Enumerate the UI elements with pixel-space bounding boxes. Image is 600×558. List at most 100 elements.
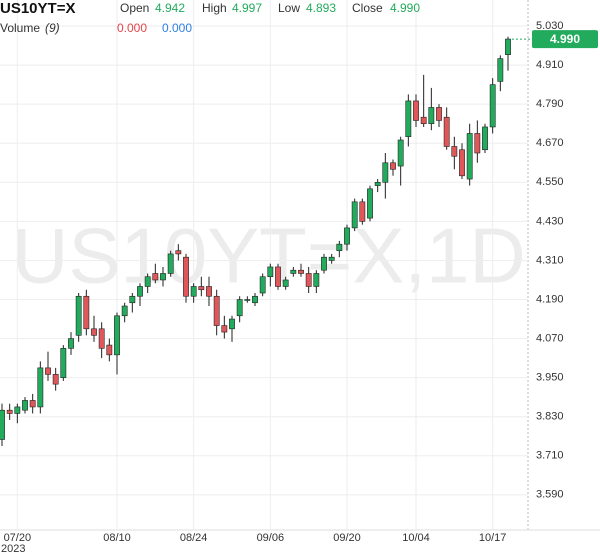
candle-body: [275, 266, 281, 287]
x-tick-label: 08/10: [103, 532, 131, 544]
candle-body: [321, 256, 327, 271]
candle-body: [313, 273, 320, 287]
candle-body: [0, 409, 5, 440]
x-tick-label: 10/17: [479, 532, 507, 544]
chart-title: US10YT=X: [0, 0, 75, 17]
candle-body: [428, 107, 435, 125]
candle-body: [267, 266, 274, 278]
candle-body: [466, 133, 473, 180]
candle-body: [290, 269, 297, 274]
x-tick-label: 10/04: [402, 532, 430, 544]
candle-body: [14, 406, 21, 414]
y-tick-label: 4.070: [536, 332, 564, 344]
last-price-tag: [532, 30, 598, 49]
year-label: 2023: [1, 543, 25, 555]
candle-body: [183, 256, 189, 297]
candle-body: [244, 299, 251, 301]
candle-body: [167, 253, 174, 274]
stat-label: High: [202, 1, 227, 15]
volume-period: (9): [45, 21, 60, 35]
candle-body: [6, 409, 13, 414]
stat-value: 4.997: [232, 1, 262, 15]
candle-body: [152, 273, 159, 281]
candle-body: [397, 139, 404, 167]
stat-label: Low: [278, 1, 300, 15]
candle-body: [213, 295, 220, 326]
candle-body: [91, 328, 97, 336]
stat-label: Open: [120, 1, 149, 15]
candle-body: [45, 367, 51, 375]
y-tick-label: 4.550: [536, 176, 564, 188]
candle-body: [259, 276, 266, 294]
candle-body: [37, 367, 44, 408]
candle-body: [328, 256, 335, 261]
candle-body: [451, 146, 458, 157]
candle-body: [175, 250, 182, 255]
candle-body: [367, 188, 373, 219]
candle-body: [52, 374, 59, 385]
candle-body: [505, 38, 511, 55]
candle-body: [106, 344, 113, 356]
candle-body: [443, 116, 450, 147]
candle-body: [482, 126, 488, 151]
stat-value: 4.893: [306, 1, 336, 15]
y-tick-label: 4.310: [536, 254, 564, 266]
candle-body: [98, 328, 105, 349]
last-price-label: 4.990: [550, 32, 580, 46]
candle-body: [497, 58, 504, 82]
candle-body: [221, 325, 228, 333]
stat-value: 4.990: [390, 1, 420, 15]
watermark: US10YT=X,1D: [12, 212, 526, 300]
candle-body: [22, 400, 28, 411]
candle-body: [75, 295, 82, 336]
candle-body: [390, 162, 396, 170]
candle-body: [29, 400, 36, 408]
candle-body: [198, 286, 205, 291]
candle-body: [252, 295, 258, 304]
x-tick-label: 09/20: [333, 532, 361, 544]
candle-body: [489, 84, 496, 128]
candle-body: [68, 338, 74, 349]
candle-body: [305, 273, 312, 287]
axis-background: [528, 0, 600, 530]
x-tick-label: 07/20: [4, 532, 32, 544]
candle-body: [382, 162, 389, 183]
volume-value: 0.000: [117, 21, 147, 35]
candle-body: [229, 318, 235, 330]
x-tick-label: 08/24: [180, 532, 208, 544]
candle-body: [121, 305, 128, 317]
y-tick-label: 3.710: [536, 450, 564, 462]
y-tick-label: 4.670: [536, 137, 564, 149]
candle-body: [137, 286, 143, 297]
candle-body: [236, 299, 243, 317]
candle-body: [282, 279, 289, 287]
candle-body: [359, 201, 366, 222]
candle-body: [144, 276, 151, 287]
candle-body: [336, 243, 343, 251]
candle-body: [114, 315, 120, 356]
y-tick-label: 3.590: [536, 489, 564, 501]
candle-body: [405, 100, 412, 138]
y-tick-label: 3.830: [536, 411, 564, 423]
candle-body: [351, 201, 358, 229]
candle-body: [459, 149, 465, 177]
y-tick-label: 4.910: [536, 59, 564, 71]
y-tick-label: 5.030: [536, 20, 564, 32]
volume-label: Volume: [0, 21, 40, 35]
candle-body: [420, 116, 427, 125]
candle-body: [129, 295, 136, 304]
candle-body: [83, 295, 90, 330]
candle-body: [344, 227, 350, 245]
y-tick-label: 4.430: [536, 215, 564, 227]
candle-body: [160, 273, 166, 281]
candle-body: [206, 286, 212, 297]
y-tick-label: 3.950: [536, 372, 564, 384]
y-tick-label: 4.190: [536, 293, 564, 305]
volume-value: 0.000: [162, 21, 192, 35]
candle-body: [60, 348, 67, 378]
candle-body: [190, 286, 197, 297]
candle-body: [298, 269, 304, 274]
stat-label: Close: [352, 1, 383, 15]
candle-body: [413, 100, 419, 121]
